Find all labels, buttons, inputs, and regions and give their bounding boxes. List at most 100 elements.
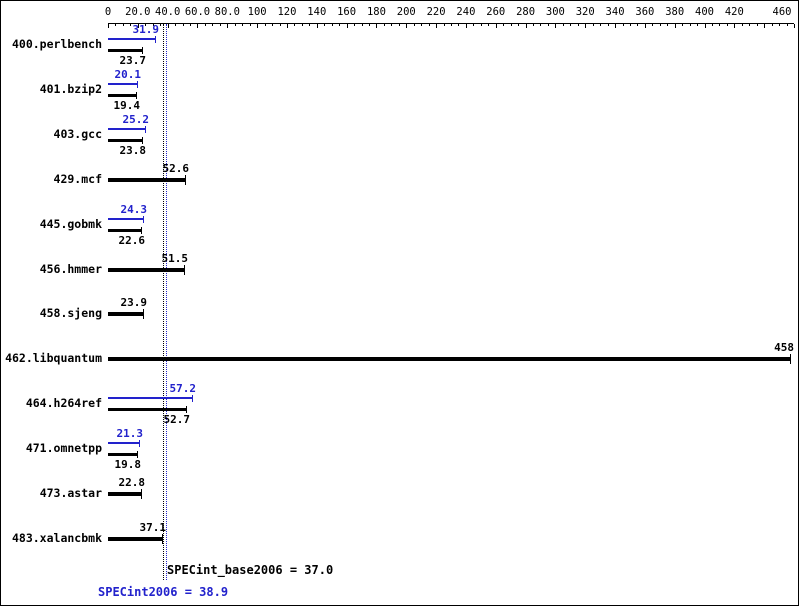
x-axis-tick (287, 24, 288, 28)
x-axis-minor-tick (772, 24, 773, 26)
x-axis-minor-tick (421, 24, 422, 26)
x-axis-tick (585, 24, 586, 28)
x-axis-tick-label: 40.0 (154, 6, 181, 18)
base-value-label: 52.7 (163, 413, 191, 427)
x-axis-minor-tick (682, 24, 683, 26)
x-axis-minor-tick (652, 24, 653, 26)
x-axis-tick-label: 340 (605, 6, 625, 18)
x-axis-minor-tick (183, 24, 184, 26)
x-axis-minor-tick (742, 24, 743, 26)
base-bar (108, 408, 187, 412)
x-axis-minor-tick (429, 24, 430, 26)
x-axis-tick-label: 20.0 (125, 6, 151, 18)
x-axis-tick (526, 24, 527, 28)
x-axis-tick-label: 60.0 (184, 6, 211, 18)
x-axis-tick-label: 380 (665, 6, 685, 18)
x-axis-minor-tick (265, 24, 266, 26)
base-bar-endcap (137, 451, 138, 459)
x-axis-minor-tick (488, 24, 489, 26)
x-axis-minor-tick (309, 24, 310, 26)
x-axis-minor-tick (712, 24, 713, 26)
x-axis-tick (615, 24, 616, 28)
x-axis-tick (645, 24, 646, 28)
x-axis-tick (108, 24, 109, 28)
x-axis-minor-tick (362, 24, 363, 26)
x-axis-minor-tick (242, 24, 243, 26)
x-axis-minor-tick (272, 24, 273, 26)
x-axis-tick-label: 400 (695, 6, 714, 18)
benchmark-label: 483.xalancbmk (11, 530, 102, 545)
x-axis-minor-tick (481, 24, 482, 26)
x-axis-tick-label: 240 (456, 6, 476, 18)
peak-bar-endcap (143, 215, 144, 223)
base-value-label: 19.8 (114, 458, 142, 472)
x-axis-tick (406, 24, 407, 28)
x-axis-minor-tick (749, 24, 750, 26)
x-axis-tick-label: 80.0 (214, 6, 240, 18)
base-bar-endcap (143, 309, 144, 320)
x-axis-minor-tick (130, 24, 131, 26)
x-axis-tick-label: 220 (426, 6, 446, 18)
benchmark-label: 473.astar (39, 486, 102, 500)
x-axis-minor-tick (667, 24, 668, 26)
x-axis-minor-tick (787, 24, 788, 26)
peak-bar (108, 38, 156, 40)
x-axis-minor-tick (332, 24, 333, 26)
base-bar (108, 453, 138, 457)
x-axis-minor-tick (414, 24, 415, 26)
base-bar (108, 312, 144, 317)
x-axis-minor-tick (458, 24, 459, 26)
base-bar-endcap (186, 406, 187, 414)
x-axis-tick-label: 260 (486, 6, 506, 18)
x-axis-minor-tick (354, 24, 355, 26)
x-axis-tick (675, 24, 676, 28)
base-bar-endcap (142, 136, 143, 144)
x-axis-minor-tick (212, 24, 213, 26)
x-axis-tick (317, 24, 318, 28)
x-axis-line (108, 23, 794, 24)
x-axis-minor-tick (391, 24, 392, 26)
x-axis-tick-label: 160 (337, 6, 357, 18)
benchmark-label: 458.sjeng (39, 306, 102, 321)
x-axis-minor-tick (444, 24, 445, 26)
x-axis-tick (197, 24, 198, 28)
base-bar (108, 492, 142, 496)
x-axis-tick (376, 24, 377, 28)
base-value-label: 52.6 (162, 161, 190, 175)
x-axis-minor-tick (623, 24, 624, 26)
x-axis-minor-tick (540, 24, 541, 26)
x-axis-tick-label: 200 (396, 6, 416, 18)
x-axis-tick (168, 24, 169, 28)
x-axis-minor-tick (190, 24, 191, 26)
x-axis-minor-tick (399, 24, 400, 26)
x-axis-minor-tick (511, 24, 512, 26)
peak-bar (108, 82, 138, 85)
x-axis-minor-tick (690, 24, 691, 26)
x-axis-minor-tick (302, 24, 303, 26)
base-bar-endcap (790, 354, 791, 365)
base-value-label: 458 (774, 341, 794, 355)
x-axis-minor-tick (637, 24, 638, 26)
x-axis-minor-tick (339, 24, 340, 26)
x-axis-tick (555, 24, 556, 28)
x-axis-minor-tick (145, 24, 146, 26)
peak-bar (108, 397, 193, 400)
base-value-label: 23.9 (120, 296, 148, 310)
x-axis-tick-label: 140 (307, 6, 327, 18)
x-axis-tick-label: 280 (516, 6, 536, 18)
x-axis-tick-label: 460 (772, 6, 792, 18)
specint-peak-mean-label: SPECint2006 = 38.9 (98, 585, 229, 599)
x-axis-minor-tick (324, 24, 325, 26)
base-value-label: 22.6 (118, 233, 146, 247)
peak-value-label: 21.3 (116, 427, 144, 441)
x-axis-minor-tick (608, 24, 609, 26)
x-axis-minor-tick (779, 24, 780, 26)
x-axis-tick-label: 0 (104, 6, 112, 18)
base-bar-endcap (141, 489, 142, 499)
x-axis-tick-label: 180 (366, 6, 386, 18)
benchmark-label: 471.omnetpp (25, 441, 102, 456)
base-bar (108, 267, 185, 272)
x-axis-minor-tick (153, 24, 154, 26)
benchmark-label: 401.bzip2 (39, 81, 102, 96)
